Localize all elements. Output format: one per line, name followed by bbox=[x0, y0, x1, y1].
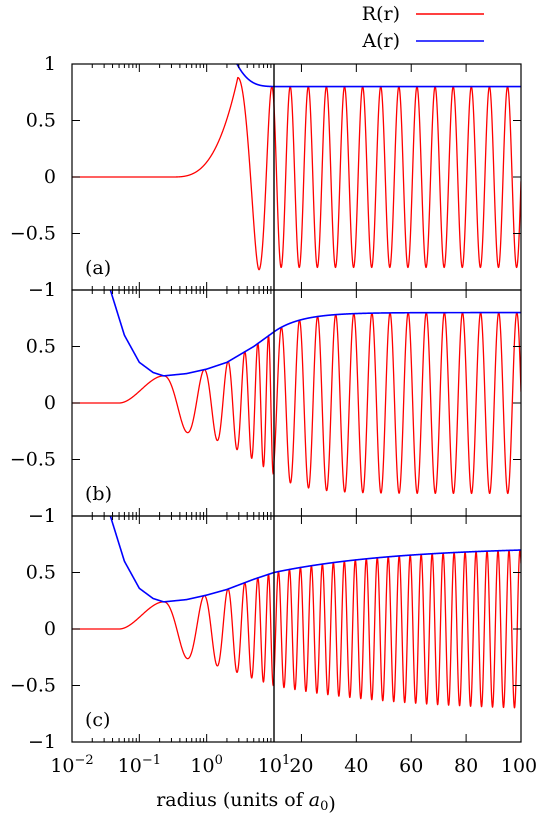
legend: R(r) A(r) bbox=[361, 3, 484, 52]
x-tick-label: 10−2 bbox=[50, 753, 93, 777]
series-A-panel-1 bbox=[236, 64, 521, 88]
y-tick-label-2: 1 bbox=[44, 279, 56, 301]
y-tick-label-2: 0.5 bbox=[26, 336, 56, 358]
x-tick-label: 20 bbox=[289, 755, 313, 777]
x-tick-label: 101 bbox=[258, 753, 290, 777]
y-tick-label-1: 0.5 bbox=[26, 110, 56, 132]
plot-area bbox=[72, 64, 521, 709]
x-tick-label: 100 bbox=[501, 755, 537, 777]
panel-label-1: (a) bbox=[85, 257, 111, 279]
panel-label-2: (b) bbox=[85, 483, 112, 505]
y-tick-label-1: −0.5 bbox=[10, 223, 56, 245]
x-tick-label: 100 bbox=[190, 753, 222, 777]
y-tick-label-3: −0.5 bbox=[10, 675, 56, 697]
x-axis-title-text: radius (units of a0) bbox=[156, 789, 336, 815]
y-tick-label-1: 0 bbox=[44, 166, 56, 188]
y-tick-label-2: −1 bbox=[28, 505, 56, 527]
panel-label-3: (c) bbox=[85, 709, 110, 731]
series-R-panel-3 bbox=[72, 549, 521, 709]
x-tick-label: 80 bbox=[454, 755, 478, 777]
series-A-panel-2 bbox=[109, 290, 521, 377]
y-tick-label-3: −1 bbox=[28, 731, 56, 753]
y-tick-label-3: 0.5 bbox=[26, 562, 56, 584]
panel-frame-3 bbox=[71, 515, 522, 743]
y-tick-label-3: 1 bbox=[44, 505, 56, 527]
x-tick-label: 40 bbox=[344, 755, 368, 777]
series-A-panel-3 bbox=[109, 516, 521, 603]
panel-frame-2 bbox=[71, 289, 522, 517]
y-tick-label-1: −1 bbox=[28, 279, 56, 301]
y-tick-label-1: 1 bbox=[44, 53, 56, 75]
x-axis-title: radius (units of a0) bbox=[156, 789, 336, 815]
legend-label-R: R(r) bbox=[362, 3, 400, 25]
legend-label-A: A(r) bbox=[361, 30, 400, 52]
series-R-panel-1 bbox=[72, 76, 521, 271]
axes: 1 0.5 0 −0.5 −1 (a) 1 0.5 0 −0.5 −1 (b) 1 0.5 0 −0.5 −1 (… bbox=[10, 53, 537, 777]
y-tick-label-2: −0.5 bbox=[10, 449, 56, 471]
x-tick-label: 60 bbox=[399, 755, 423, 777]
y-tick-label-2: 0 bbox=[44, 392, 56, 414]
y-tick-label-3: 0 bbox=[44, 618, 56, 640]
x-tick-label: 10−1 bbox=[118, 753, 161, 777]
series-R-panel-2 bbox=[72, 311, 521, 495]
